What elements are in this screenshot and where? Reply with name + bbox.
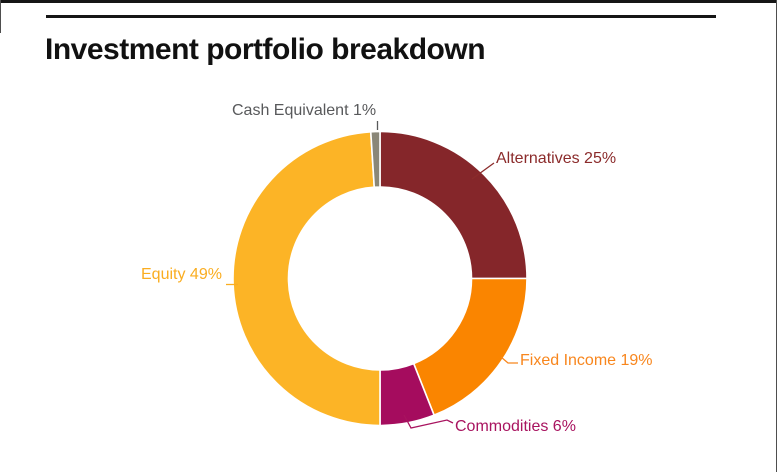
slice-label-fixed-income: Fixed Income 19% <box>520 352 653 369</box>
slice-fixed-income <box>412 277 528 417</box>
leader-line-fixed-income <box>500 356 518 364</box>
slice-cash-equivalent <box>369 130 381 189</box>
left-border <box>0 0 1 33</box>
chart-title: Investment portfolio breakdown <box>45 33 486 66</box>
leader-line-commodities <box>403 414 454 429</box>
slice-label-commodities: Commodities 6% <box>455 418 576 435</box>
top-border-bar <box>0 0 777 3</box>
slice-equity <box>232 130 381 427</box>
title-rule <box>46 15 716 18</box>
slice-label-equity: Equity 49% <box>141 266 222 283</box>
slice-label-alternatives: Alternatives 25% <box>496 150 617 167</box>
slice-label-cash-equivalent: Cash Equivalent 1% <box>232 102 377 119</box>
leader-line-alternatives <box>471 162 495 180</box>
